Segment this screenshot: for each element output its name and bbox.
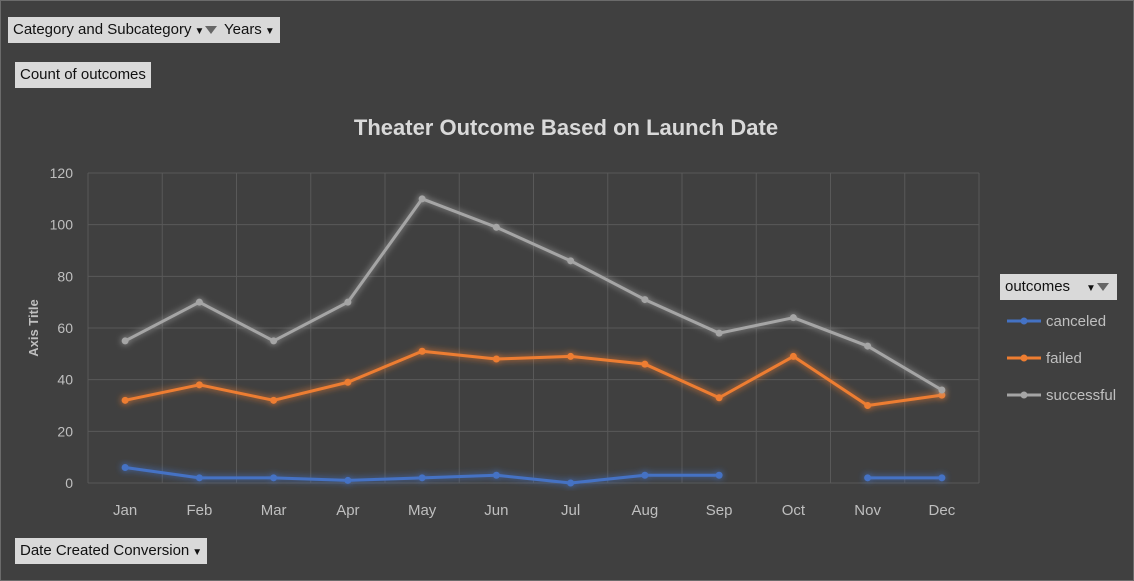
- legend-label-successful: successful: [1046, 387, 1116, 404]
- data-point-canceled: [270, 474, 278, 482]
- data-point-canceled: [864, 474, 872, 482]
- data-point-successful: [789, 314, 797, 322]
- series-line-failed: [124, 349, 943, 407]
- category-filter-label: Category and Subcategory: [13, 21, 192, 38]
- data-point-canceled: [195, 474, 203, 482]
- data-point-failed: [641, 360, 649, 368]
- y-tick-label: 0: [65, 475, 73, 491]
- years-filter-button[interactable]: Years ▼: [219, 17, 280, 43]
- dropdown-arrow-icon: ▼: [264, 26, 275, 37]
- filter-funnel-icon: [1096, 283, 1109, 292]
- x-tick-label: Feb: [186, 502, 212, 519]
- x-tick-label: Oct: [782, 502, 806, 519]
- data-point-successful: [864, 342, 872, 350]
- data-point-canceled: [492, 471, 500, 479]
- legend-field-label: outcomes: [1005, 278, 1071, 295]
- data-point-canceled: [567, 479, 575, 487]
- legend-marker-canceled: [1020, 317, 1028, 325]
- y-tick-label: 80: [57, 268, 73, 284]
- series-canceled: [121, 464, 946, 487]
- data-point-successful: [492, 223, 500, 231]
- axis-field-label: Date Created Conversion: [20, 542, 190, 559]
- data-point-failed: [344, 378, 352, 386]
- x-tick-label: Dec: [929, 502, 956, 519]
- data-point-canceled: [938, 474, 946, 482]
- y-axis-ticks: 0 20 40 60 80 100 120: [50, 165, 74, 491]
- legend-marker-failed: [1020, 354, 1028, 362]
- y-tick-label: 40: [57, 372, 73, 388]
- data-point-successful: [121, 337, 129, 345]
- x-tick-label: Jul: [561, 502, 580, 519]
- x-tick-label: Aug: [632, 502, 659, 519]
- data-point-canceled: [344, 476, 352, 484]
- dropdown-arrow-icon: ▼: [192, 547, 203, 558]
- x-tick-label: Jan: [113, 502, 137, 519]
- series-failed: [121, 347, 946, 409]
- values-field-label: Count of outcomes: [20, 66, 146, 83]
- chart-title: Theater Outcome Based on Launch Date: [354, 115, 778, 140]
- legend-marker-successful: [1020, 391, 1028, 399]
- y-tick-label: 60: [57, 320, 73, 336]
- data-point-failed: [567, 352, 575, 360]
- y-tick-label: 100: [50, 217, 74, 233]
- x-axis-ticks: Jan Feb Mar Apr May Jun Jul Aug Sep Oct Nov Dec: [113, 502, 956, 519]
- data-point-failed: [789, 352, 797, 360]
- data-point-successful: [195, 298, 203, 306]
- dropdown-arrow-icon: ▼: [194, 26, 205, 37]
- data-point-successful: [567, 257, 575, 265]
- data-point-failed: [492, 355, 500, 363]
- data-point-canceled: [418, 474, 426, 482]
- y-tick-label: 120: [50, 165, 74, 181]
- data-point-successful: [270, 337, 278, 345]
- data-point-canceled: [121, 464, 129, 471]
- y-axis-title: Axis Title: [26, 299, 41, 357]
- dropdown-arrow-icon: ▼: [1086, 283, 1096, 294]
- data-point-canceled: [641, 471, 649, 479]
- legend: canceled failed successful: [1007, 313, 1116, 404]
- data-point-successful: [641, 296, 649, 304]
- data-point-failed: [121, 396, 129, 404]
- legend-label-failed: failed: [1046, 350, 1082, 367]
- gridlines: [87, 172, 980, 484]
- x-tick-label: Nov: [854, 502, 881, 519]
- data-point-failed: [270, 396, 278, 404]
- legend-label-canceled: canceled: [1046, 313, 1106, 330]
- series-lines: [121, 195, 946, 487]
- data-point-failed: [864, 402, 872, 409]
- category-subcategory-filter-button[interactable]: Category and Subcategory ▼: [8, 17, 223, 43]
- data-point-successful: [715, 329, 723, 337]
- data-point-failed: [418, 347, 426, 355]
- data-point-successful: [938, 386, 946, 394]
- years-filter-label: Years: [224, 21, 262, 38]
- data-point-successful: [418, 195, 426, 203]
- data-point-successful: [344, 298, 352, 306]
- y-tick-label: 20: [57, 423, 73, 439]
- values-field-button[interactable]: Count of outcomes: [15, 62, 151, 88]
- x-tick-label: Apr: [336, 502, 359, 519]
- data-point-failed: [938, 391, 946, 399]
- x-tick-label: Sep: [706, 502, 733, 519]
- x-tick-label: Mar: [261, 502, 287, 519]
- x-tick-label: May: [408, 502, 437, 519]
- data-point-canceled: [715, 471, 723, 479]
- data-point-failed: [195, 381, 203, 389]
- series-successful: [121, 195, 946, 394]
- x-tick-label: Jun: [484, 502, 508, 519]
- filter-funnel-icon: [205, 26, 218, 35]
- data-point-failed: [715, 394, 723, 402]
- legend-field-button[interactable]: outcomes ▼: [1000, 274, 1117, 300]
- series-line-successful: [124, 197, 943, 392]
- axis-field-button[interactable]: Date Created Conversion ▼: [15, 538, 208, 564]
